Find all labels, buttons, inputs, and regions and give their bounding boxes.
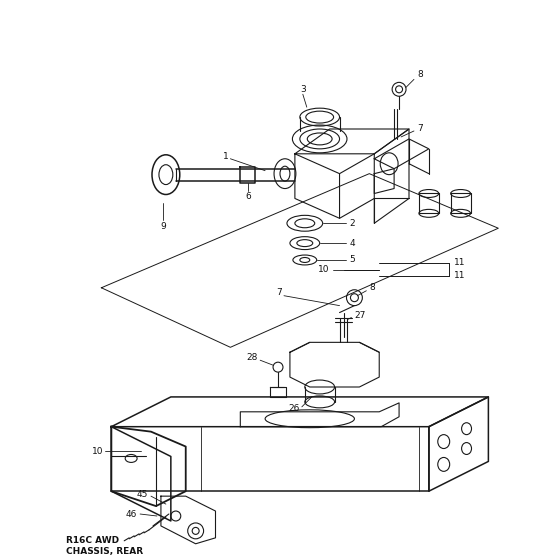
Text: 7: 7	[417, 124, 423, 133]
Text: 11: 11	[454, 272, 465, 281]
Text: 2: 2	[349, 219, 355, 228]
Text: 5: 5	[349, 255, 355, 264]
Text: 1: 1	[223, 152, 228, 161]
Text: 27: 27	[354, 311, 366, 320]
Text: 8: 8	[369, 283, 375, 292]
Text: R16C AWD
CHASSIS, REAR: R16C AWD CHASSIS, REAR	[66, 536, 143, 556]
Text: 45: 45	[137, 489, 148, 498]
Text: 7: 7	[276, 288, 282, 297]
Text: 46: 46	[126, 510, 137, 519]
Text: 10: 10	[318, 265, 330, 274]
Text: 8: 8	[417, 70, 423, 79]
Text: 11: 11	[454, 259, 465, 268]
Text: 28: 28	[247, 353, 258, 362]
Text: 3: 3	[300, 85, 306, 94]
Text: 26: 26	[288, 404, 300, 413]
Text: 6: 6	[245, 192, 251, 201]
Text: 4: 4	[349, 239, 355, 248]
Text: 10: 10	[92, 447, 104, 456]
Text: 9: 9	[160, 222, 166, 231]
